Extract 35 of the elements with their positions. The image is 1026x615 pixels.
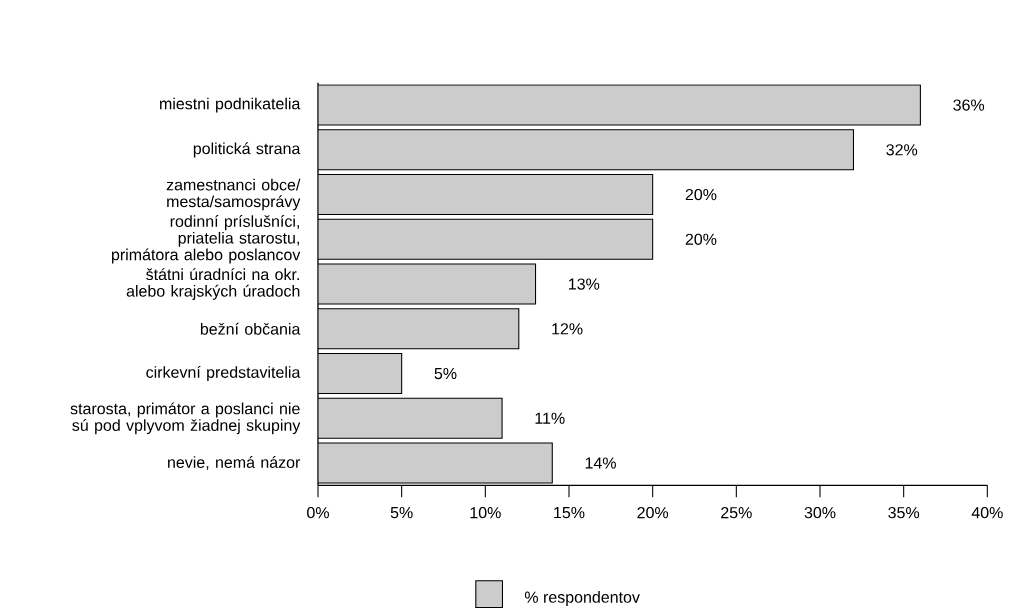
y-tick-label: štátni úradníci na okr. alebo krajských úradoch [126, 268, 300, 300]
data-label: 11% [535, 412, 565, 424]
bar [318, 352, 403, 395]
data-label: 5% [434, 367, 457, 380]
x-tick-label: 10% [470, 506, 501, 519]
y-tick-label: miestni podnikatelia [160, 97, 301, 113]
y-tick-label: nevie, nemá názor [168, 456, 301, 470]
data-label: 36% [953, 99, 985, 111]
x-tick-label: 25% [721, 506, 752, 519]
x-tick-label: 40% [971, 506, 1003, 519]
bar [318, 85, 921, 126]
data-label: 12% [552, 323, 583, 335]
y-tick-label: starosta, primátor a poslanci nie sú pod vplyvom žiadnej skupiny [70, 402, 301, 435]
bar [318, 263, 537, 305]
bar [318, 129, 854, 171]
data-label: 20% [685, 233, 717, 245]
y-tick-label: politická strana [193, 142, 301, 158]
x-tick-label: 0% [307, 506, 329, 519]
data-label: 20% [685, 188, 717, 201]
bar [318, 442, 553, 484]
legend-label: % respondentov [524, 591, 640, 607]
y-tick-label: cirkevní predstavitelia [146, 365, 301, 382]
x-tick-label: 35% [888, 506, 920, 519]
bar [318, 397, 503, 439]
x-tick-label: 20% [637, 506, 669, 519]
data-label: 13% [569, 278, 600, 290]
x-tick-label: 5% [390, 506, 413, 519]
bar [318, 174, 654, 216]
x-tick-label: 30% [804, 506, 836, 519]
data-label: 14% [585, 457, 616, 469]
y-tick-label: bežní občania [200, 322, 301, 335]
bar [318, 308, 520, 350]
bar [318, 218, 654, 260]
x-tick-label: 15% [554, 506, 585, 519]
data-label: 32% [886, 144, 918, 156]
